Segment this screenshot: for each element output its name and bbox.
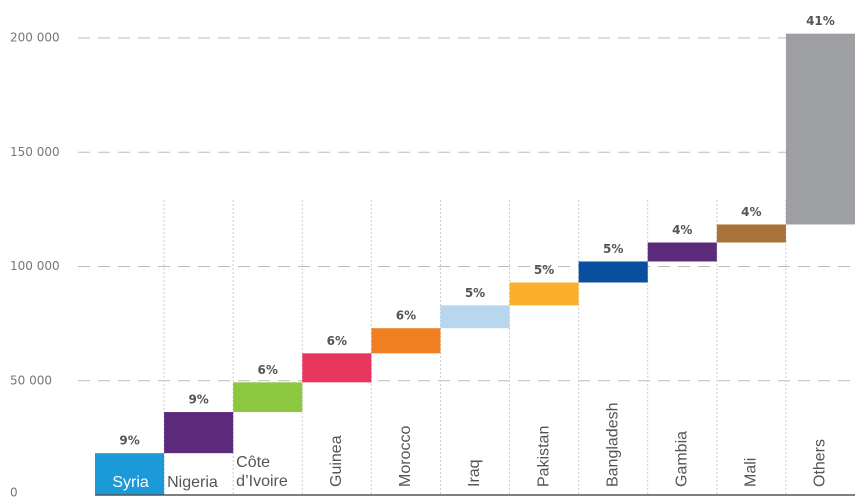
category-label: Syria: [112, 474, 149, 491]
percent-label: 9%: [119, 434, 139, 448]
percent-label: 6%: [396, 309, 416, 323]
bar: [164, 412, 234, 454]
percent-label: 9%: [188, 393, 208, 407]
percent-label: 6%: [258, 363, 278, 377]
y-tick-label: 200 000: [10, 31, 60, 45]
y-tick-label: 100 000: [10, 259, 60, 273]
category-label: Morocco: [397, 426, 414, 487]
percent-label: 5%: [534, 263, 554, 277]
y-tick-label: 150 000: [10, 145, 60, 159]
percent-label: 5%: [465, 286, 485, 300]
bar: [716, 224, 786, 243]
bar: [578, 261, 648, 283]
bar: [509, 282, 579, 306]
category-label: Pakistan: [535, 426, 552, 487]
category-label: Iraq: [466, 459, 483, 487]
percent-label: 6%: [327, 334, 347, 348]
bar: [371, 328, 441, 354]
percent-label: 4%: [741, 205, 761, 219]
bar: [647, 242, 717, 262]
category-label: Others: [812, 439, 829, 487]
category-label-box: Côte d’Ivoire: [236, 454, 288, 490]
percent-label: 41%: [806, 14, 835, 28]
category-label: Mali: [743, 458, 760, 487]
category-label-box: Syria: [112, 474, 149, 491]
bar: [440, 305, 510, 329]
category-label: Nigeria: [167, 474, 218, 491]
percent-label: 5%: [603, 242, 623, 256]
category-label: Bangladesh: [604, 402, 621, 487]
bar: [302, 353, 372, 383]
y-tick-label: 50 000: [10, 373, 52, 387]
percent-label: 4%: [672, 223, 692, 237]
y-tick-label: 0: [10, 486, 18, 500]
category-label-box: Nigeria: [167, 474, 218, 491]
category-label: Côte d’Ivoire: [236, 454, 288, 490]
category-label: Guinea: [328, 435, 345, 487]
bar: [785, 33, 855, 225]
bar: [233, 382, 303, 413]
category-label: Gambia: [673, 431, 690, 487]
bar: [95, 453, 165, 495]
